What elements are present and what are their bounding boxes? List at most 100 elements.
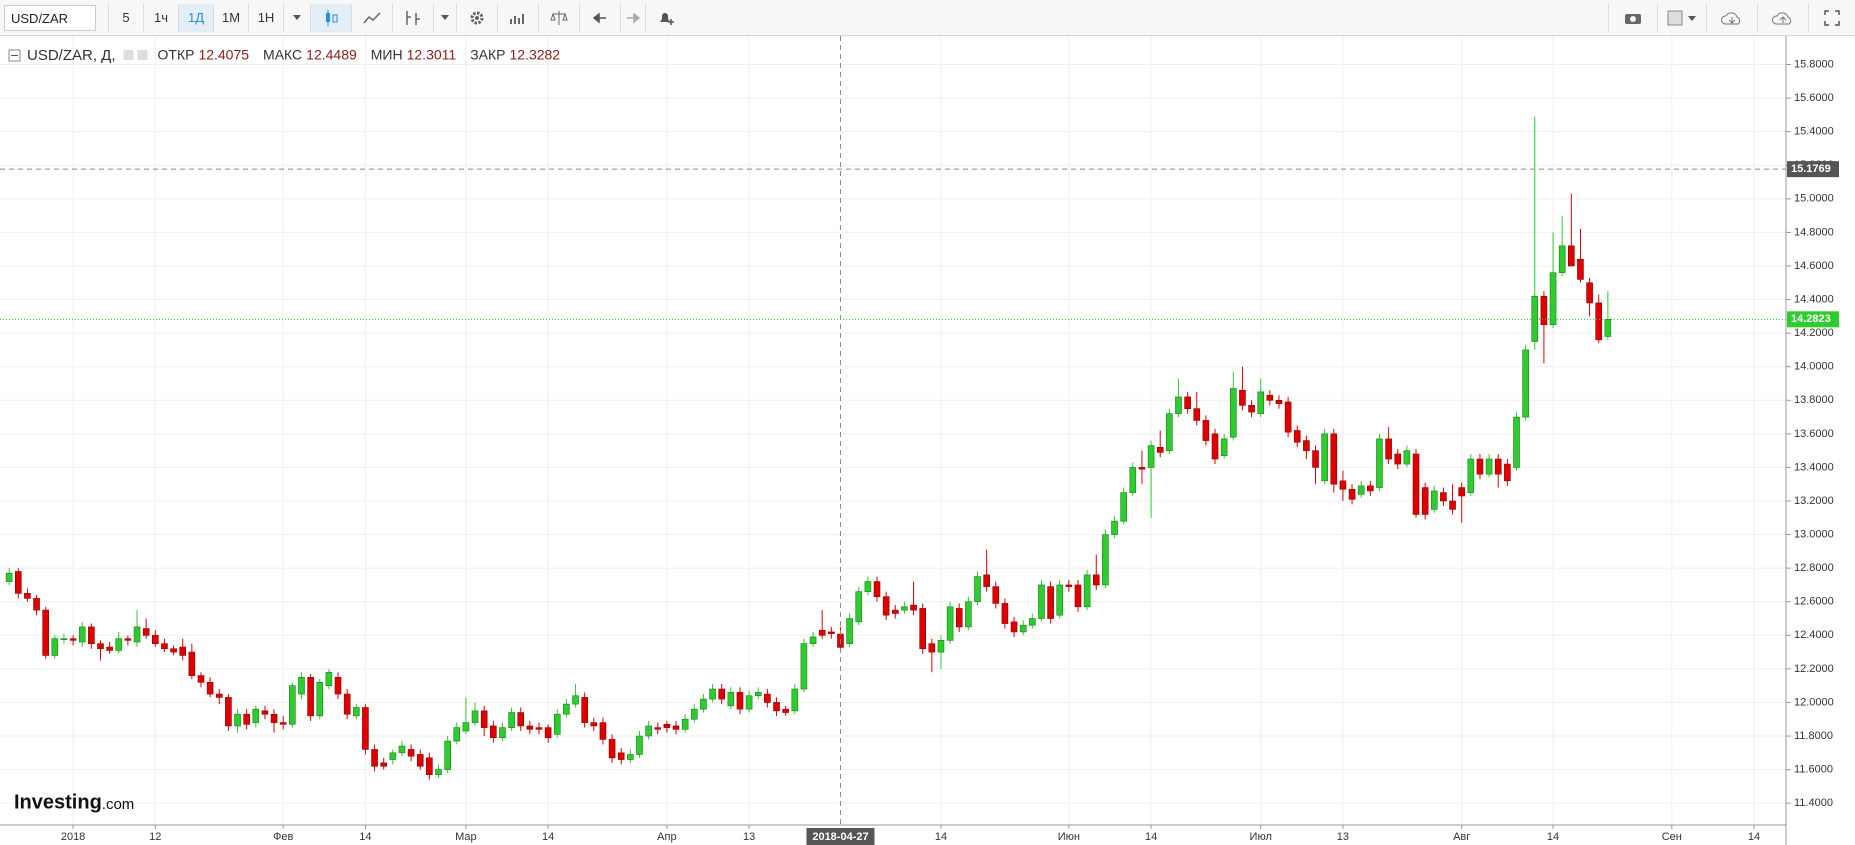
candle-body xyxy=(663,723,671,728)
candle-body xyxy=(490,725,497,739)
candle-body xyxy=(343,693,351,715)
candle-body xyxy=(1485,458,1493,475)
candle-body xyxy=(937,640,945,653)
cloud-save-icon[interactable] xyxy=(1757,3,1808,32)
redo-icon[interactable] xyxy=(620,3,645,32)
candle-body xyxy=(846,618,853,644)
candle-body xyxy=(563,703,570,715)
candle-body xyxy=(581,697,588,723)
candle-body xyxy=(891,609,899,614)
indicator-icon[interactable] xyxy=(392,3,433,32)
settings-icon[interactable] xyxy=(456,3,497,32)
studies-icon[interactable] xyxy=(497,3,538,32)
candle-body xyxy=(298,676,305,695)
candle-body xyxy=(1038,584,1045,619)
candle-body xyxy=(983,574,990,587)
candle-body xyxy=(1147,445,1155,468)
cloud-load-icon[interactable] xyxy=(1706,3,1757,32)
candle-body xyxy=(279,722,287,725)
candle-body xyxy=(1385,438,1392,460)
interval-group: 5 1ч 1Д 1М 1Н xyxy=(108,3,310,32)
candle-body xyxy=(1403,450,1411,465)
candle-body xyxy=(1102,534,1109,586)
candle-body xyxy=(1257,391,1265,415)
y-tick-label: 13.8000 xyxy=(1794,394,1834,406)
x-tick-label: 2018 xyxy=(61,831,85,843)
candle-body xyxy=(910,604,917,611)
candle-body xyxy=(69,638,77,641)
x-tick-label: 14 xyxy=(359,831,371,843)
candle-body xyxy=(1138,467,1146,470)
candle-body xyxy=(33,598,40,611)
interval-button[interactable]: 1Н xyxy=(248,3,283,32)
y-tick-label: 14.2000 xyxy=(1794,327,1834,339)
candle-body xyxy=(416,754,424,767)
candle-body xyxy=(380,762,387,767)
legend-value: 12.4075 xyxy=(198,47,249,63)
y-tick-label: 13.0000 xyxy=(1794,528,1834,540)
watermark: Investing xyxy=(14,791,102,813)
candle-body xyxy=(992,586,1000,604)
candle-body xyxy=(1522,349,1529,418)
candle-body xyxy=(1357,485,1365,495)
candle-body xyxy=(1074,584,1082,608)
candle-body xyxy=(791,688,799,712)
candle-body xyxy=(407,749,415,757)
legend-label: МАКС xyxy=(263,47,302,63)
y-tick-label: 13.2000 xyxy=(1794,495,1834,507)
compare-icon[interactable] xyxy=(538,3,579,32)
candle-body xyxy=(1293,430,1301,443)
candle-body xyxy=(42,609,49,656)
interval-button[interactable]: 1ч xyxy=(143,3,178,32)
candle-body xyxy=(426,757,433,775)
chart: 11.4000 11.6000 11.8000 12.0000 12.2000 12.40… xyxy=(0,36,1839,845)
candle-body xyxy=(1239,389,1246,406)
candle-body xyxy=(1540,295,1548,326)
candle-body xyxy=(636,735,643,755)
candle-body xyxy=(371,749,378,767)
interval-button[interactable]: 1Д xyxy=(178,3,213,32)
candle-body xyxy=(225,697,232,727)
fullscreen-icon[interactable] xyxy=(1808,3,1855,32)
line-icon[interactable] xyxy=(351,3,392,32)
candle-body xyxy=(782,708,789,713)
y-tick-label: 13.4000 xyxy=(1794,461,1834,473)
candle-body xyxy=(882,596,890,616)
candle-body xyxy=(334,676,342,695)
candle-body xyxy=(261,710,269,715)
candle-body xyxy=(1156,446,1164,453)
candle-body xyxy=(700,698,707,710)
interval-dropdown[interactable] xyxy=(283,3,310,32)
dropdown[interactable] xyxy=(433,3,456,32)
candle-body xyxy=(590,722,598,727)
candle-body xyxy=(1348,488,1356,500)
symbol-input[interactable]: USD/ZAR xyxy=(4,4,96,31)
x-tick-label: 14 xyxy=(542,831,554,843)
candle-body xyxy=(901,606,908,611)
alert-icon[interactable] xyxy=(645,3,686,32)
candle-body xyxy=(1284,401,1292,433)
candle-body xyxy=(1412,453,1420,515)
candle-body xyxy=(78,626,86,643)
interval-button[interactable]: 5 xyxy=(108,3,143,32)
camera-icon[interactable] xyxy=(1608,3,1657,32)
candle-body xyxy=(206,682,214,695)
interval-button[interactable]: 1М xyxy=(213,3,248,32)
candle-body xyxy=(919,608,926,650)
candle-body xyxy=(444,740,451,770)
candle-body xyxy=(773,702,780,712)
candle-body xyxy=(818,629,826,636)
candle-body xyxy=(745,695,753,710)
candle-body xyxy=(1248,405,1255,413)
undo-icon[interactable] xyxy=(579,3,620,32)
template-icon[interactable] xyxy=(1657,3,1706,32)
candle-body xyxy=(106,646,113,651)
candle-body xyxy=(627,754,634,760)
y-tick-label: 15.0000 xyxy=(1794,193,1834,205)
candle-body xyxy=(691,708,698,720)
candle-body xyxy=(946,606,954,641)
legend-label: ОТКР xyxy=(158,47,195,63)
candle-icon[interactable] xyxy=(310,3,351,32)
x-tick-label: Июл xyxy=(1250,831,1272,843)
candle-body xyxy=(1266,394,1274,401)
